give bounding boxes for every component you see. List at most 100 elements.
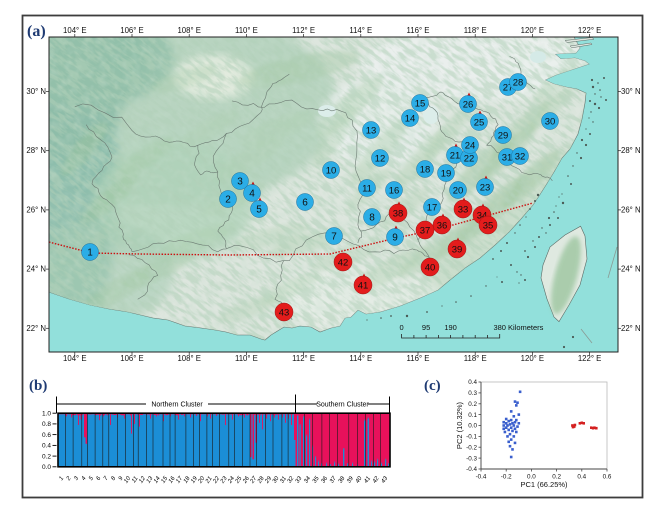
- svg-text:4: 4: [81, 475, 88, 482]
- svg-text:31: 31: [279, 476, 288, 485]
- svg-text:11: 11: [362, 183, 372, 194]
- svg-text:5: 5: [88, 475, 95, 482]
- svg-text:Southern Cluster: Southern Cluster: [316, 402, 369, 409]
- svg-text:13: 13: [366, 125, 377, 136]
- svg-text:33: 33: [458, 204, 469, 215]
- svg-text:4: 4: [249, 188, 255, 199]
- svg-text:95: 95: [422, 323, 430, 332]
- svg-text:39: 39: [346, 475, 355, 484]
- svg-text:24: 24: [227, 475, 237, 485]
- svg-text:0.2: 0.2: [552, 474, 561, 481]
- svg-text:6: 6: [302, 197, 308, 208]
- svg-text:30: 30: [272, 475, 281, 484]
- svg-text:21: 21: [204, 476, 213, 486]
- svg-text:36: 36: [320, 475, 329, 484]
- svg-text:32: 32: [287, 475, 296, 484]
- svg-text:6: 6: [96, 475, 103, 482]
- svg-text:17: 17: [175, 475, 184, 484]
- svg-text:35: 35: [483, 220, 494, 231]
- svg-text:22: 22: [464, 153, 475, 164]
- svg-text:7: 7: [103, 475, 110, 482]
- svg-text:120° E: 120° E: [521, 354, 545, 363]
- svg-text:0.3: 0.3: [468, 390, 477, 397]
- svg-text:0.2: 0.2: [468, 401, 477, 408]
- svg-text:10: 10: [123, 475, 132, 484]
- svg-text:41: 41: [363, 476, 372, 485]
- svg-text:3: 3: [237, 176, 243, 187]
- svg-text:28: 28: [513, 77, 524, 88]
- svg-text:42: 42: [372, 475, 381, 484]
- svg-text:Kilometers: Kilometers: [508, 323, 544, 332]
- svg-text:-0.3: -0.3: [466, 455, 477, 462]
- svg-text:108° E: 108° E: [177, 26, 201, 35]
- svg-text:-0.2: -0.2: [466, 444, 477, 451]
- svg-text:122° E: 122° E: [578, 354, 602, 363]
- svg-text:-0.1: -0.1: [466, 434, 477, 441]
- svg-text:29: 29: [498, 130, 509, 141]
- svg-text:35: 35: [312, 475, 321, 484]
- svg-text:7: 7: [331, 231, 337, 242]
- svg-text:8: 8: [111, 475, 118, 482]
- svg-text:31: 31: [502, 152, 513, 163]
- svg-text:27: 27: [503, 82, 514, 93]
- svg-text:18: 18: [183, 475, 192, 484]
- svg-text:0.4: 0.4: [577, 474, 586, 481]
- svg-text:122° E: 122° E: [578, 26, 602, 35]
- svg-text:42: 42: [338, 257, 349, 268]
- svg-text:1: 1: [59, 476, 66, 482]
- svg-text:114° E: 114° E: [349, 354, 372, 363]
- svg-text:116° E: 116° E: [407, 354, 430, 363]
- svg-text:2: 2: [65, 475, 73, 483]
- svg-text:16: 16: [389, 185, 400, 196]
- svg-text:20: 20: [453, 185, 464, 196]
- svg-text:118° E: 118° E: [464, 354, 487, 363]
- svg-text:-0.4: -0.4: [476, 474, 487, 481]
- svg-text:24: 24: [465, 140, 476, 151]
- svg-text:104° E: 104° E: [63, 26, 87, 35]
- svg-text:29: 29: [264, 475, 274, 485]
- svg-text:25: 25: [234, 475, 244, 485]
- svg-text:38: 38: [393, 208, 404, 219]
- svg-text:(c): (c): [424, 378, 441, 394]
- svg-text:34: 34: [303, 475, 312, 484]
- svg-text:26° N: 26° N: [26, 205, 46, 214]
- svg-text:26: 26: [463, 99, 474, 110]
- svg-text:37: 37: [420, 225, 431, 236]
- svg-text:11: 11: [131, 476, 139, 485]
- svg-text:0.1: 0.1: [468, 412, 477, 419]
- svg-text:3: 3: [73, 475, 80, 482]
- svg-text:23: 23: [219, 475, 229, 485]
- svg-text:118° E: 118° E: [464, 26, 487, 35]
- svg-text:23: 23: [480, 182, 491, 193]
- svg-text:190: 190: [444, 323, 457, 332]
- svg-text:0.4: 0.4: [42, 443, 51, 450]
- svg-text:110° E: 110° E: [235, 26, 258, 35]
- svg-text:33: 33: [295, 475, 304, 484]
- svg-text:9: 9: [392, 232, 398, 243]
- svg-text:30° N: 30° N: [621, 87, 641, 96]
- svg-text:Northern Cluster: Northern Cluster: [151, 402, 203, 409]
- svg-text:(a): (a): [27, 23, 46, 40]
- svg-text:40: 40: [355, 475, 364, 484]
- svg-text:10: 10: [326, 165, 337, 176]
- svg-text:0.0: 0.0: [42, 464, 51, 471]
- svg-text:13: 13: [146, 475, 155, 484]
- svg-text:(b): (b): [29, 378, 47, 394]
- svg-text:1: 1: [87, 247, 93, 258]
- svg-text:36: 36: [437, 220, 448, 231]
- svg-text:41: 41: [358, 280, 369, 291]
- svg-text:0: 0: [400, 323, 404, 332]
- svg-text:32: 32: [515, 151, 526, 162]
- svg-text:30: 30: [545, 116, 556, 127]
- svg-text:15: 15: [160, 475, 169, 484]
- svg-text:0.8: 0.8: [42, 421, 51, 428]
- svg-text:0.2: 0.2: [42, 453, 51, 460]
- svg-text:43: 43: [381, 475, 390, 484]
- svg-text:20: 20: [197, 475, 207, 485]
- svg-text:114° E: 114° E: [349, 26, 372, 35]
- svg-text:0.6: 0.6: [42, 432, 51, 439]
- svg-text:1.0: 1.0: [42, 411, 51, 418]
- svg-text:0.0: 0.0: [468, 423, 477, 430]
- svg-text:12: 12: [138, 475, 147, 484]
- svg-text:27: 27: [249, 475, 259, 485]
